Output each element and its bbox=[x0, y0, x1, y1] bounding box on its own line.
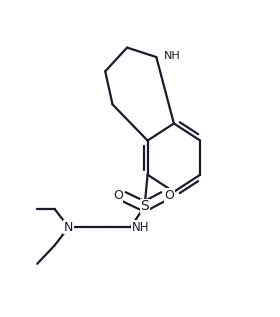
Text: N: N bbox=[64, 221, 73, 234]
Text: NH: NH bbox=[164, 51, 181, 61]
Text: O: O bbox=[164, 189, 174, 202]
Text: NH: NH bbox=[132, 221, 149, 234]
Text: S: S bbox=[140, 199, 149, 213]
Text: O: O bbox=[113, 189, 123, 202]
